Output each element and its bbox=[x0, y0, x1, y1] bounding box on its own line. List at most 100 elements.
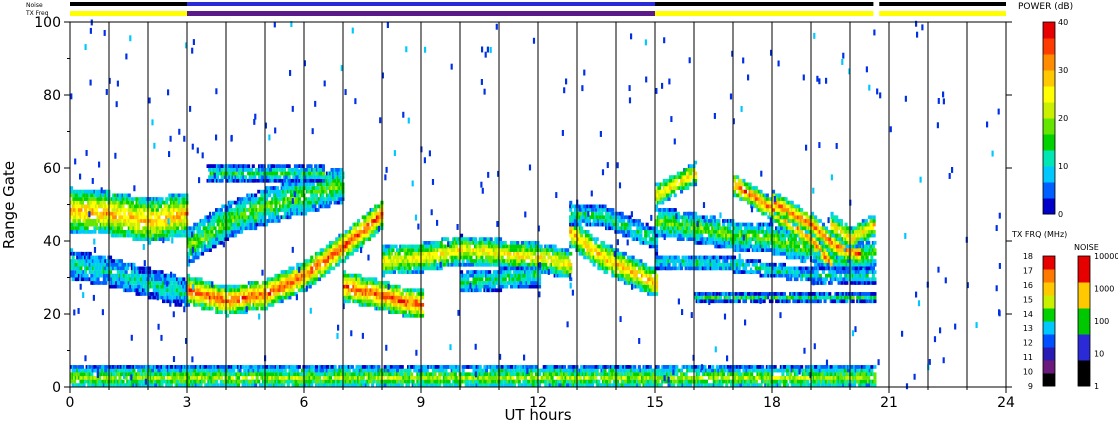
echo-cell bbox=[255, 208, 259, 212]
echo-cell bbox=[93, 262, 97, 267]
echo-cell bbox=[163, 281, 167, 285]
echo-cell bbox=[252, 288, 256, 293]
echo-cell bbox=[580, 230, 584, 234]
echo-cell bbox=[474, 244, 478, 249]
echo-cell bbox=[441, 248, 445, 252]
echo-cell bbox=[204, 299, 208, 304]
echo-cell bbox=[594, 241, 598, 245]
echo-cell bbox=[644, 262, 648, 267]
echo-cell bbox=[530, 270, 534, 274]
echo-cell bbox=[382, 262, 386, 267]
echo-cell bbox=[294, 189, 298, 194]
echo-cell bbox=[377, 281, 381, 285]
echo-cell bbox=[369, 292, 373, 296]
echo-cell bbox=[190, 284, 194, 289]
echo-cell bbox=[304, 273, 308, 278]
echo-cell bbox=[177, 284, 181, 289]
echo-cell bbox=[389, 248, 393, 252]
echo-cell bbox=[372, 277, 376, 282]
echo-cell bbox=[567, 251, 571, 256]
echo-cell bbox=[309, 178, 313, 183]
echo-cell bbox=[620, 222, 624, 227]
echo-cell bbox=[240, 306, 244, 311]
echo-cell bbox=[70, 226, 74, 231]
echo-cell bbox=[160, 208, 164, 212]
echo-cell bbox=[522, 259, 526, 263]
echo-cell bbox=[623, 259, 627, 263]
echo-cell bbox=[274, 204, 278, 209]
echo-cell bbox=[132, 288, 136, 293]
echo-cell bbox=[151, 219, 155, 223]
echo-cell bbox=[503, 241, 507, 245]
echo-cell bbox=[559, 255, 563, 260]
echo-cell bbox=[427, 241, 431, 245]
echo-cell bbox=[400, 299, 404, 304]
echo-cell bbox=[361, 281, 365, 285]
echo-cell bbox=[135, 222, 139, 227]
echo-cell bbox=[73, 200, 77, 205]
echo-cell bbox=[116, 259, 120, 263]
echo-cell bbox=[177, 215, 181, 220]
echo-cell bbox=[180, 208, 184, 212]
echo-cell bbox=[279, 284, 283, 289]
echo-cell bbox=[505, 262, 509, 267]
echo-cell bbox=[119, 226, 123, 231]
echo-cell bbox=[240, 200, 244, 205]
echo-cell bbox=[294, 284, 298, 289]
echo-cell bbox=[525, 284, 529, 289]
echo-cell bbox=[233, 222, 237, 227]
echo-cell bbox=[608, 262, 612, 267]
echo-cell bbox=[101, 266, 105, 271]
echo-cell bbox=[304, 197, 308, 201]
echo-cell bbox=[391, 248, 395, 252]
echo-cell bbox=[194, 284, 198, 289]
echo-cell bbox=[388, 244, 392, 249]
echo-cell bbox=[102, 273, 106, 278]
echo-cell bbox=[143, 233, 147, 238]
echo-cell bbox=[226, 237, 230, 241]
echo-cell bbox=[116, 208, 120, 212]
echo-cell bbox=[430, 251, 434, 256]
echo-cell bbox=[349, 277, 353, 282]
echo-cell bbox=[321, 175, 325, 179]
echo-cell bbox=[372, 299, 376, 304]
echo-cell bbox=[324, 189, 328, 194]
echo-cell bbox=[467, 288, 471, 293]
echo-cell bbox=[377, 219, 381, 223]
echo-cell bbox=[270, 175, 274, 179]
echo-cell bbox=[372, 230, 376, 234]
echo-cell bbox=[294, 186, 298, 190]
echo-cell bbox=[276, 178, 280, 183]
echo-cell bbox=[505, 259, 509, 263]
echo-cell bbox=[295, 171, 299, 176]
echo-cell bbox=[219, 226, 223, 231]
echo-cell bbox=[595, 237, 599, 241]
echo-cell bbox=[229, 230, 233, 234]
echo-cell bbox=[460, 255, 464, 260]
echo-cell bbox=[115, 222, 119, 227]
echo-cell bbox=[428, 251, 432, 256]
echo-cell bbox=[96, 215, 100, 220]
echo-cell bbox=[558, 259, 562, 263]
echo-cell bbox=[428, 255, 432, 260]
echo-cell bbox=[583, 208, 587, 212]
echo-cell bbox=[378, 295, 382, 300]
echo-cell bbox=[130, 208, 134, 212]
echo-cell bbox=[104, 270, 108, 274]
echo-cell bbox=[350, 237, 354, 241]
echo-cell bbox=[155, 219, 159, 223]
echo-cell bbox=[385, 281, 389, 285]
echo-cell bbox=[280, 277, 284, 282]
echo-cell bbox=[388, 292, 392, 296]
echo-cell bbox=[408, 255, 412, 260]
echo-cell bbox=[88, 204, 92, 209]
echo-cell bbox=[530, 284, 534, 289]
echo-cell bbox=[605, 270, 609, 274]
echo-cell bbox=[597, 208, 601, 212]
echo-cell bbox=[421, 270, 425, 274]
echo-cell bbox=[74, 273, 78, 278]
echo-cell bbox=[435, 241, 439, 245]
echo-cell bbox=[130, 273, 134, 278]
echo-cell bbox=[377, 288, 381, 293]
echo-cell bbox=[119, 193, 123, 198]
